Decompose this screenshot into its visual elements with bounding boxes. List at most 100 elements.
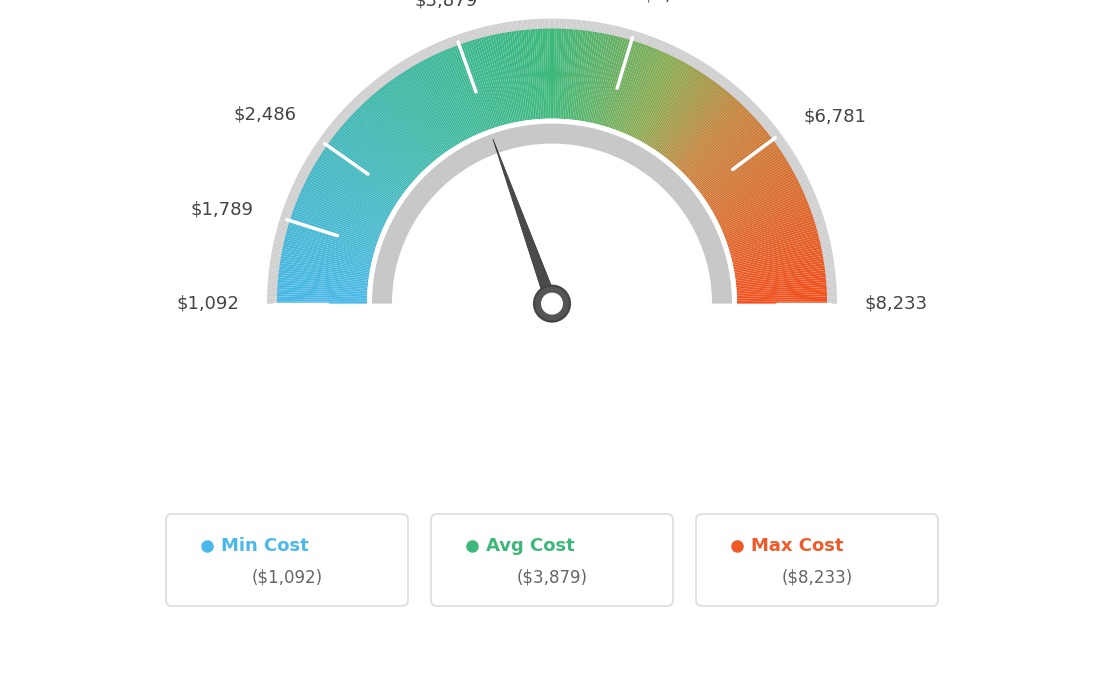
Wedge shape	[684, 55, 692, 66]
Wedge shape	[267, 296, 279, 299]
Wedge shape	[459, 33, 466, 46]
Wedge shape	[329, 124, 340, 134]
Wedge shape	[798, 181, 810, 188]
Wedge shape	[282, 251, 371, 270]
Wedge shape	[631, 55, 672, 137]
Wedge shape	[454, 46, 487, 131]
Wedge shape	[784, 152, 795, 161]
Wedge shape	[734, 253, 822, 271]
Wedge shape	[817, 237, 830, 242]
Wedge shape	[474, 29, 479, 41]
Wedge shape	[461, 32, 468, 45]
Wedge shape	[684, 111, 750, 175]
Wedge shape	[597, 23, 602, 34]
Wedge shape	[267, 294, 279, 297]
Wedge shape	[381, 87, 438, 159]
Wedge shape	[505, 32, 521, 121]
Wedge shape	[337, 130, 408, 188]
Wedge shape	[725, 83, 735, 95]
Wedge shape	[676, 50, 683, 61]
Wedge shape	[280, 215, 293, 221]
Wedge shape	[315, 162, 393, 210]
Text: $2,486: $2,486	[233, 106, 296, 124]
Wedge shape	[338, 128, 410, 187]
Wedge shape	[476, 39, 502, 126]
Wedge shape	[732, 241, 820, 264]
Wedge shape	[522, 20, 526, 32]
Wedge shape	[526, 30, 535, 119]
Wedge shape	[657, 40, 664, 52]
Wedge shape	[552, 19, 554, 30]
Text: Min Cost: Min Cost	[221, 537, 309, 555]
Wedge shape	[268, 279, 280, 282]
Wedge shape	[478, 38, 505, 126]
Wedge shape	[764, 124, 775, 134]
Wedge shape	[510, 21, 514, 34]
Wedge shape	[279, 218, 291, 224]
Wedge shape	[720, 190, 804, 228]
Wedge shape	[320, 154, 396, 204]
Wedge shape	[460, 43, 491, 129]
Wedge shape	[530, 19, 533, 32]
Wedge shape	[540, 19, 542, 31]
Wedge shape	[613, 43, 644, 129]
Wedge shape	[279, 268, 369, 281]
Wedge shape	[464, 32, 470, 44]
Wedge shape	[365, 87, 374, 97]
Wedge shape	[497, 34, 517, 122]
Wedge shape	[352, 112, 418, 176]
Wedge shape	[336, 132, 407, 190]
Wedge shape	[736, 277, 826, 288]
Wedge shape	[347, 104, 358, 114]
Wedge shape	[806, 199, 818, 206]
Wedge shape	[373, 93, 433, 163]
Wedge shape	[802, 188, 814, 195]
Wedge shape	[746, 104, 757, 114]
Wedge shape	[736, 93, 746, 104]
Wedge shape	[548, 28, 551, 119]
Wedge shape	[726, 212, 813, 244]
Wedge shape	[705, 150, 782, 201]
Wedge shape	[367, 119, 737, 304]
Wedge shape	[291, 186, 304, 193]
Wedge shape	[808, 206, 820, 213]
Wedge shape	[730, 228, 817, 254]
Wedge shape	[789, 164, 802, 171]
Wedge shape	[559, 19, 562, 31]
Wedge shape	[389, 69, 397, 80]
Wedge shape	[624, 50, 661, 134]
Wedge shape	[276, 233, 288, 237]
Wedge shape	[733, 249, 822, 268]
Wedge shape	[507, 32, 523, 121]
Wedge shape	[722, 81, 731, 92]
Wedge shape	[825, 299, 837, 302]
Wedge shape	[714, 172, 795, 217]
Wedge shape	[301, 188, 384, 227]
Wedge shape	[760, 119, 771, 128]
Wedge shape	[360, 92, 370, 102]
Wedge shape	[609, 42, 639, 128]
Wedge shape	[574, 30, 588, 120]
Wedge shape	[318, 158, 395, 207]
Wedge shape	[671, 48, 679, 59]
Wedge shape	[315, 144, 326, 153]
Wedge shape	[421, 50, 428, 61]
Wedge shape	[657, 77, 710, 152]
Wedge shape	[278, 223, 290, 228]
Wedge shape	[282, 253, 370, 271]
Wedge shape	[495, 34, 516, 123]
Wedge shape	[378, 90, 436, 161]
Wedge shape	[623, 28, 628, 41]
Wedge shape	[735, 273, 826, 284]
Wedge shape	[733, 244, 821, 265]
Wedge shape	[729, 221, 815, 250]
Wedge shape	[562, 29, 569, 119]
Wedge shape	[728, 217, 814, 246]
Polygon shape	[492, 139, 558, 306]
Wedge shape	[677, 101, 740, 168]
Wedge shape	[702, 66, 711, 77]
Wedge shape	[423, 59, 467, 140]
Wedge shape	[436, 42, 443, 55]
Wedge shape	[282, 249, 371, 268]
Wedge shape	[825, 296, 837, 299]
